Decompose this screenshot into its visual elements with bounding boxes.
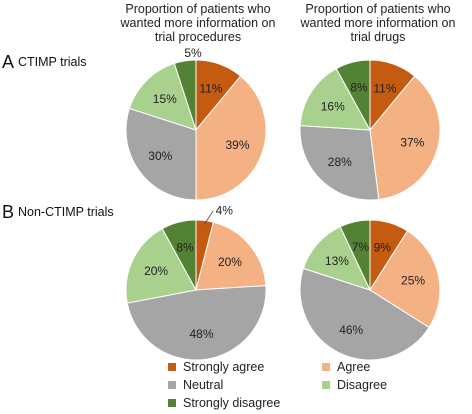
legend-label-agree: Agree (337, 360, 371, 374)
pie-1-label-strongly-disagree: 5% (184, 46, 202, 60)
pie-2-slice-agree (369, 75, 441, 201)
pie-3-leader-line (203, 210, 214, 225)
legend-label-strongly-agree: Strongly agree (183, 360, 265, 374)
pie-1-slice-neutral (125, 107, 197, 201)
pie-3-label-agree: 20% (218, 255, 242, 269)
pie-2-slice-disagree (299, 67, 371, 131)
pie-1-label-disagree: 15% (153, 92, 177, 106)
pie-3-slice-neutral (126, 285, 267, 361)
pie-3-slice-disagree (125, 227, 197, 304)
pie-2-label-strongly-agree: 11% (373, 82, 396, 96)
pie-1-label-neutral: 30% (148, 149, 172, 163)
legend-label-strongly-disagree: Strongly disagree (183, 396, 281, 410)
pie-1-label-agree: 39% (225, 138, 249, 152)
legend-swatch-agree (322, 363, 330, 371)
pie-3-label-neutral: 48% (190, 327, 214, 341)
pie-4-label-agree: 25% (401, 273, 425, 287)
pie-4-label-disagree: 13% (325, 254, 349, 268)
row-label-non-ctimp: Non-CTIMP trials (18, 205, 114, 219)
legend-label-neutral: Neutral (183, 378, 224, 392)
pie-4-label-neutral: 46% (339, 323, 363, 337)
legend-swatch-strongly-disagree (168, 399, 176, 407)
pie-4-slice-agree (369, 230, 441, 329)
legend-item-disagree: Disagree (322, 378, 387, 392)
column-title-procedures: Proportion of patients who wanted more i… (120, 2, 276, 44)
pie-3-slice-strongly-disagree (161, 219, 197, 291)
pie-1-label-strongly-agree: 11% (199, 82, 222, 96)
legend-item-strongly-agree: Strongly agree (168, 360, 264, 374)
pie-4-label-strongly-disagree: 7% (352, 240, 370, 254)
legend-swatch-strongly-agree (168, 363, 176, 371)
pie-2-label-neutral: 28% (328, 155, 352, 169)
pie-3-label-strongly-agree: 4% (216, 204, 234, 218)
column-title-drugs: Proportion of patients who wanted more i… (300, 2, 456, 44)
pie-2-label-agree: 37% (400, 135, 424, 149)
legend-swatch-neutral (168, 381, 176, 389)
pie-2-slice-strongly-disagree (335, 59, 371, 131)
pie-2-label-disagree: 16% (321, 99, 345, 113)
pie-4-label-strongly-agree: 9% (374, 241, 392, 255)
pie-3-slice-agree (195, 221, 267, 291)
pie-4-slice-disagree (302, 225, 371, 291)
pie-2-slice-neutral (299, 125, 380, 201)
pie-3-label-strongly-disagree: 8% (176, 240, 194, 254)
pie-2-label-strongly-disagree: 8% (350, 80, 368, 94)
row-letter-a: A (2, 52, 15, 72)
pie-4-slice-neutral (299, 267, 430, 361)
legend-swatch-disagree (322, 381, 330, 389)
pie-1-slice-strongly-disagree (173, 59, 197, 131)
legend-item-agree: Agree (322, 360, 370, 374)
row-letter-b: B (2, 202, 15, 222)
pie-1-slice-agree (195, 75, 267, 201)
legend-item-strongly-disagree: Strongly disagree (168, 396, 280, 410)
pie-3-label-disagree: 20% (144, 264, 168, 278)
row-label-ctimp: CTIMP trials (18, 55, 87, 69)
legend-label-disagree: Disagree (337, 378, 388, 392)
legend-item-neutral: Neutral (168, 378, 223, 392)
pie-4-slice-strongly-disagree (339, 219, 371, 291)
